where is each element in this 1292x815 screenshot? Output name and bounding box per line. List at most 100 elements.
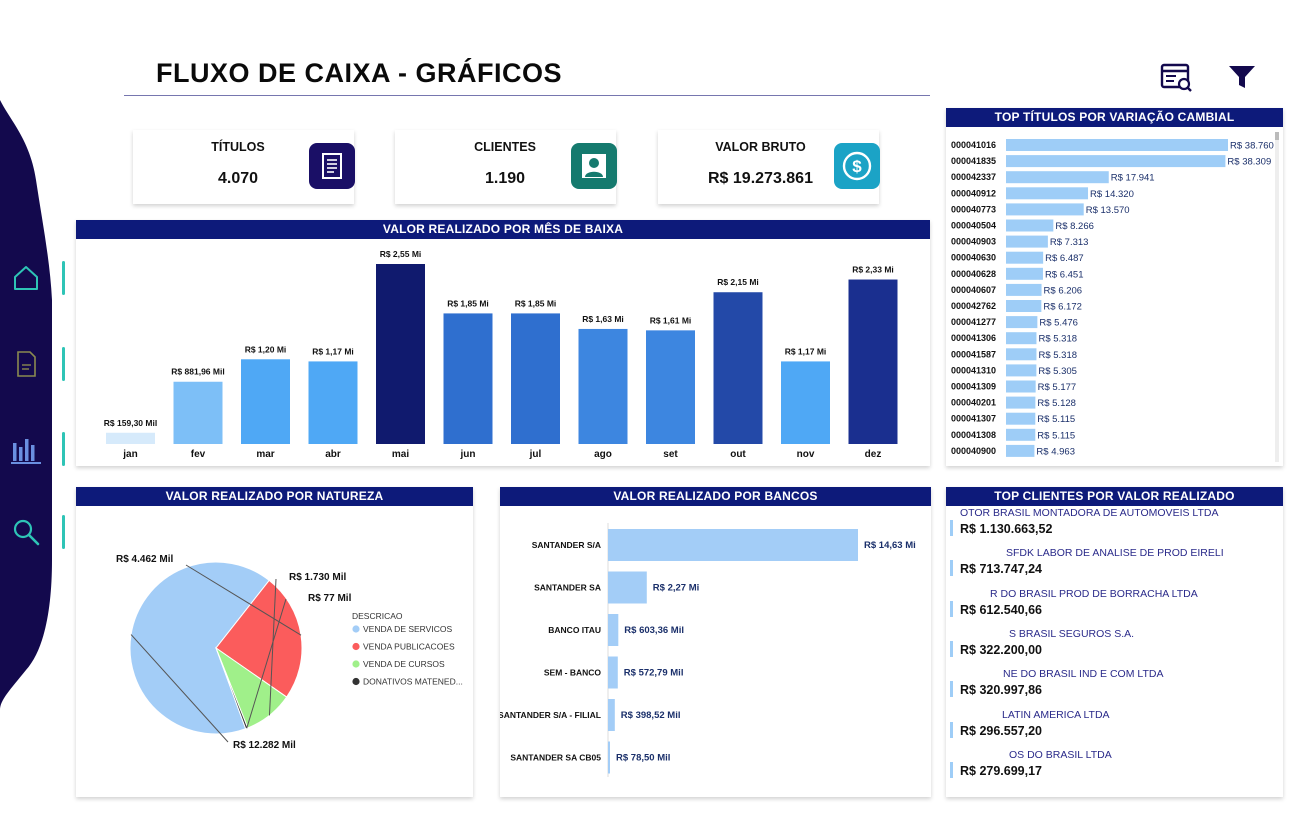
panel-bancos: VALOR REALIZADO POR BANCOS SANTANDER S/A… <box>500 487 931 797</box>
x-tick-label: jun <box>460 449 476 460</box>
category-label: 000042337 <box>951 172 996 182</box>
bar-000042762[interactable] <box>1006 300 1042 312</box>
bar-000040903[interactable] <box>1006 235 1048 248</box>
sidebar <box>0 0 65 815</box>
nav-document-button[interactable] <box>8 346 44 382</box>
bar-000041277[interactable] <box>1006 316 1038 329</box>
bar-label: R$ 5.128 <box>1037 398 1076 409</box>
category-label: SANTANDER S/A - FILIAL <box>500 710 601 720</box>
category-label: 000040607 <box>951 285 996 295</box>
nav-home-button[interactable] <box>8 260 44 296</box>
bar-000041587[interactable] <box>1006 348 1037 361</box>
leader-line <box>185 564 302 636</box>
bar-label: R$ 881,96 Mil <box>171 367 224 377</box>
bar-bank[interactable] <box>608 529 858 561</box>
scrollbar-track[interactable] <box>1275 132 1279 462</box>
bar-000041016[interactable] <box>1006 139 1228 151</box>
bar-label: R$ 2,27 Mi <box>653 583 699 594</box>
nav-search-marker <box>62 515 65 549</box>
bar-000040630[interactable] <box>1006 251 1044 264</box>
bancos-bar-chart: SANTANDER S/A R$ 14,63 Mi SANTANDER SA R$ 2… <box>500 523 916 777</box>
bar-label: R$ 5.476 <box>1039 318 1078 329</box>
svg-text:$: $ <box>852 157 862 176</box>
bar-out[interactable] <box>713 292 763 444</box>
x-tick-label: mar <box>256 449 274 460</box>
bar-000041309[interactable] <box>1006 380 1036 393</box>
client-bar[interactable] <box>950 560 953 577</box>
bar-dez[interactable] <box>848 279 898 444</box>
bar-000040773[interactable] <box>1006 203 1084 216</box>
bar-000040201[interactable] <box>1006 396 1036 409</box>
sidebar-shape <box>0 100 52 710</box>
bar-000040628[interactable] <box>1006 267 1043 280</box>
client-bar[interactable] <box>950 681 953 698</box>
bar-label: R$ 38.760 <box>1230 141 1274 152</box>
x-tick-label: dez <box>865 449 882 460</box>
bar-bank[interactable] <box>608 699 615 731</box>
client-bar[interactable] <box>950 520 953 536</box>
kpi-label: VALOR BRUTO <box>715 140 806 154</box>
bar-000041307[interactable] <box>1006 412 1036 425</box>
panel-title: VALOR REALIZADO POR MÊS DE BAIXA <box>76 220 930 239</box>
bar-000040607[interactable] <box>1006 283 1042 296</box>
client-bar[interactable] <box>950 600 953 617</box>
bar-set[interactable] <box>646 330 695 444</box>
bar-000041310[interactable] <box>1006 364 1037 377</box>
monthly-bar-chart: R$ 159,30 Mil jan R$ 881,96 Mil fev R$ 1,20 … <box>104 249 898 460</box>
bar-jun[interactable] <box>443 313 493 444</box>
scrollbar-thumb[interactable] <box>1275 132 1279 140</box>
bar-000040912[interactable] <box>1006 187 1089 200</box>
bar-jan[interactable] <box>106 432 155 444</box>
bar-nov[interactable] <box>781 361 830 444</box>
bar-000040504[interactable] <box>1006 219 1054 232</box>
client-bar[interactable] <box>950 761 953 778</box>
kpi-value: 1.190 <box>484 170 526 187</box>
bar-ago[interactable] <box>578 328 628 444</box>
legend-item[interactable]: VENDA PUBLICACOES <box>363 642 455 652</box>
category-label: 000040628 <box>951 269 996 279</box>
filter-button[interactable] <box>1226 62 1260 94</box>
bar-fev[interactable] <box>173 381 223 444</box>
bar-bank[interactable] <box>608 571 647 604</box>
category-label: 000041310 <box>951 365 996 375</box>
nav-search-button[interactable] <box>8 514 44 550</box>
legend-item[interactable]: DONATIVOS MATENED... <box>363 677 463 687</box>
bar-bank[interactable] <box>608 614 619 646</box>
bar-000041835[interactable] <box>1006 155 1226 168</box>
bar-label: R$ 1,63 Mi <box>582 314 624 324</box>
bar-label: R$ 38.309 <box>1227 157 1271 168</box>
report-search-button[interactable] <box>1160 62 1194 94</box>
category-label: 000040900 <box>951 446 996 456</box>
legend-item[interactable]: VENDA DE SERVICOS <box>363 624 452 634</box>
bar-label: R$ 1,20 Mi <box>245 344 287 354</box>
bar-000040900[interactable] <box>1006 444 1035 457</box>
x-tick-label: mai <box>392 449 409 460</box>
client-bar[interactable] <box>950 640 953 657</box>
legend-item[interactable]: VENDA DE CURSOS <box>363 659 445 669</box>
bar-000041308[interactable] <box>1006 428 1036 441</box>
category-label: 000041308 <box>951 430 996 440</box>
bar-jul[interactable] <box>511 313 560 444</box>
legend-swatch <box>352 677 360 686</box>
bar-bank[interactable] <box>608 741 610 774</box>
category-label: BANCO ITAU <box>548 625 601 635</box>
legend-swatch <box>352 625 360 633</box>
bar-label: R$ 1,61 Mi <box>650 315 692 325</box>
bar-bank[interactable] <box>608 656 618 689</box>
bar-abr[interactable] <box>308 361 358 444</box>
client-name: R DO BRASIL PROD DE BORRACHA LTDA <box>990 587 1198 600</box>
pie-slice[interactable] <box>215 647 249 730</box>
page-title: FLUXO DE CAIXA - GRÁFICOS <box>156 58 563 88</box>
bar-000041306[interactable] <box>1006 332 1037 345</box>
category-label: 000041277 <box>951 317 996 327</box>
client-bar[interactable] <box>950 721 953 738</box>
client-value: R$ 713.747,24 <box>960 562 1043 577</box>
category-label: 000040630 <box>951 253 996 263</box>
bar-label: R$ 6.487 <box>1045 253 1084 264</box>
bar-chart-icon <box>11 439 41 464</box>
bar-mai[interactable] <box>376 264 425 444</box>
bar-000042337[interactable] <box>1006 171 1109 184</box>
kpi-value: 4.070 <box>217 170 259 187</box>
bar-mar[interactable] <box>241 359 290 444</box>
nav-chart-button[interactable] <box>8 432 44 468</box>
